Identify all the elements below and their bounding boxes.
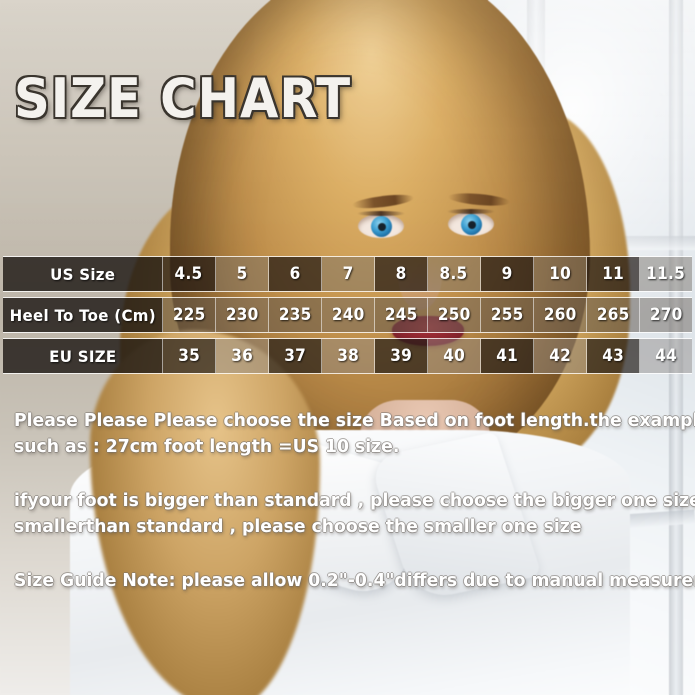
eye-right bbox=[448, 212, 494, 236]
iris-right bbox=[461, 214, 482, 235]
table-row: US Size 4.5 5 6 7 8 8.5 9 10 11 11.5 bbox=[3, 256, 692, 292]
cell-text: 40 bbox=[443, 346, 465, 366]
table-cell: 8 bbox=[375, 257, 428, 291]
cell-text: 240 bbox=[331, 305, 365, 325]
cell-text: 5 bbox=[236, 264, 248, 284]
cell-text: 7 bbox=[342, 264, 354, 284]
cell-text: 9 bbox=[501, 264, 513, 284]
note-line: smallerthan standard , please choose the… bbox=[14, 517, 582, 537]
table-cell: 6 bbox=[269, 257, 322, 291]
row-label-us-size: US Size bbox=[3, 257, 163, 291]
cell-text: 41 bbox=[496, 346, 518, 366]
cell-text: 4.5 bbox=[175, 264, 203, 284]
cell-text: 11.5 bbox=[646, 264, 686, 284]
note-line: Size Guide Note: please allow 0.2"-0.4"d… bbox=[14, 571, 695, 591]
table-cell: 38 bbox=[322, 339, 375, 373]
eyelash-left bbox=[357, 211, 405, 216]
table-cell: 245 bbox=[375, 298, 428, 332]
table-cell: 255 bbox=[481, 298, 534, 332]
note-line: such as : 27cm foot length =US 10 size. bbox=[14, 437, 400, 457]
cell-text: 270 bbox=[649, 305, 683, 325]
row-label-eu-size: EU SIZE bbox=[3, 339, 163, 373]
table-cell: 9 bbox=[481, 257, 534, 291]
row-label-text: US Size bbox=[49, 264, 116, 284]
cell-text: 250 bbox=[437, 305, 471, 325]
table-cell: 43 bbox=[587, 339, 640, 373]
row-label-heel-to-toe: Heel To Toe (Cm) bbox=[3, 298, 163, 332]
size-table: US Size 4.5 5 6 7 8 8.5 9 10 11 11.5 Hee… bbox=[3, 256, 692, 374]
cell-text: 10 bbox=[549, 264, 571, 284]
table-cell: 42 bbox=[534, 339, 587, 373]
size-notes: Please Please Please choose the size Bas… bbox=[14, 408, 695, 594]
table-cell: 11.5 bbox=[640, 257, 692, 291]
cell-text: 235 bbox=[278, 305, 312, 325]
cell-text: 245 bbox=[384, 305, 418, 325]
table-cell: 5 bbox=[216, 257, 269, 291]
eyelash-right bbox=[447, 209, 495, 214]
table-cell: 7 bbox=[322, 257, 375, 291]
table-cell: 235 bbox=[269, 298, 322, 332]
cell-text: 38 bbox=[337, 346, 359, 366]
table-cell: 250 bbox=[428, 298, 481, 332]
table-cell: 260 bbox=[534, 298, 587, 332]
table-cell: 225 bbox=[163, 298, 216, 332]
table-cell: 8.5 bbox=[428, 257, 481, 291]
note-paragraph-3: Size Guide Note: please allow 0.2"-0.4"d… bbox=[14, 568, 695, 594]
table-cell: 265 bbox=[587, 298, 640, 332]
table-cell: 35 bbox=[163, 339, 216, 373]
table-cell: 11 bbox=[587, 257, 640, 291]
eye-left bbox=[358, 214, 404, 238]
table-cell: 36 bbox=[216, 339, 269, 373]
cell-text: 260 bbox=[543, 305, 577, 325]
table-cell: 230 bbox=[216, 298, 269, 332]
table-row: Heel To Toe (Cm) 225 230 235 240 245 250… bbox=[3, 297, 692, 333]
table-cell: 37 bbox=[269, 339, 322, 373]
table-cell: 10 bbox=[534, 257, 587, 291]
table-cell: 39 bbox=[375, 339, 428, 373]
cell-text: 225 bbox=[172, 305, 206, 325]
note-paragraph-1: Please Please Please choose the size Bas… bbox=[14, 408, 695, 460]
row-label-text: Heel To Toe (Cm) bbox=[9, 305, 156, 325]
table-row: EU SIZE 35 36 37 38 39 40 41 42 43 44 bbox=[3, 338, 692, 374]
cell-text: 255 bbox=[490, 305, 524, 325]
cell-text: 43 bbox=[602, 346, 624, 366]
cell-text: 6 bbox=[289, 264, 301, 284]
table-cell: 4.5 bbox=[163, 257, 216, 291]
note-line: Please Please Please choose the size Bas… bbox=[14, 411, 695, 431]
table-cell: 240 bbox=[322, 298, 375, 332]
cell-text: 37 bbox=[284, 346, 306, 366]
cell-text: 36 bbox=[231, 346, 253, 366]
cell-text: 230 bbox=[225, 305, 259, 325]
table-cell: 44 bbox=[640, 339, 692, 373]
iris-left bbox=[371, 216, 392, 237]
cell-text: 8 bbox=[395, 264, 407, 284]
table-cell: 270 bbox=[640, 298, 692, 332]
row-label-text: EU SIZE bbox=[48, 346, 117, 366]
cell-text: 265 bbox=[596, 305, 630, 325]
cell-text: 35 bbox=[178, 346, 200, 366]
cell-text: 11 bbox=[602, 264, 624, 284]
pupil-right bbox=[467, 220, 476, 229]
cell-text: 39 bbox=[390, 346, 412, 366]
cell-text: 42 bbox=[549, 346, 571, 366]
page-title: SIZE CHART bbox=[14, 67, 352, 130]
note-paragraph-2: ifyour foot is bigger than standard , pl… bbox=[14, 488, 695, 540]
pupil-left bbox=[377, 222, 386, 231]
table-cell: 40 bbox=[428, 339, 481, 373]
cell-text: 44 bbox=[655, 346, 677, 366]
cell-text: 8.5 bbox=[440, 264, 468, 284]
table-cell: 41 bbox=[481, 339, 534, 373]
note-line: ifyour foot is bigger than standard , pl… bbox=[14, 491, 695, 511]
